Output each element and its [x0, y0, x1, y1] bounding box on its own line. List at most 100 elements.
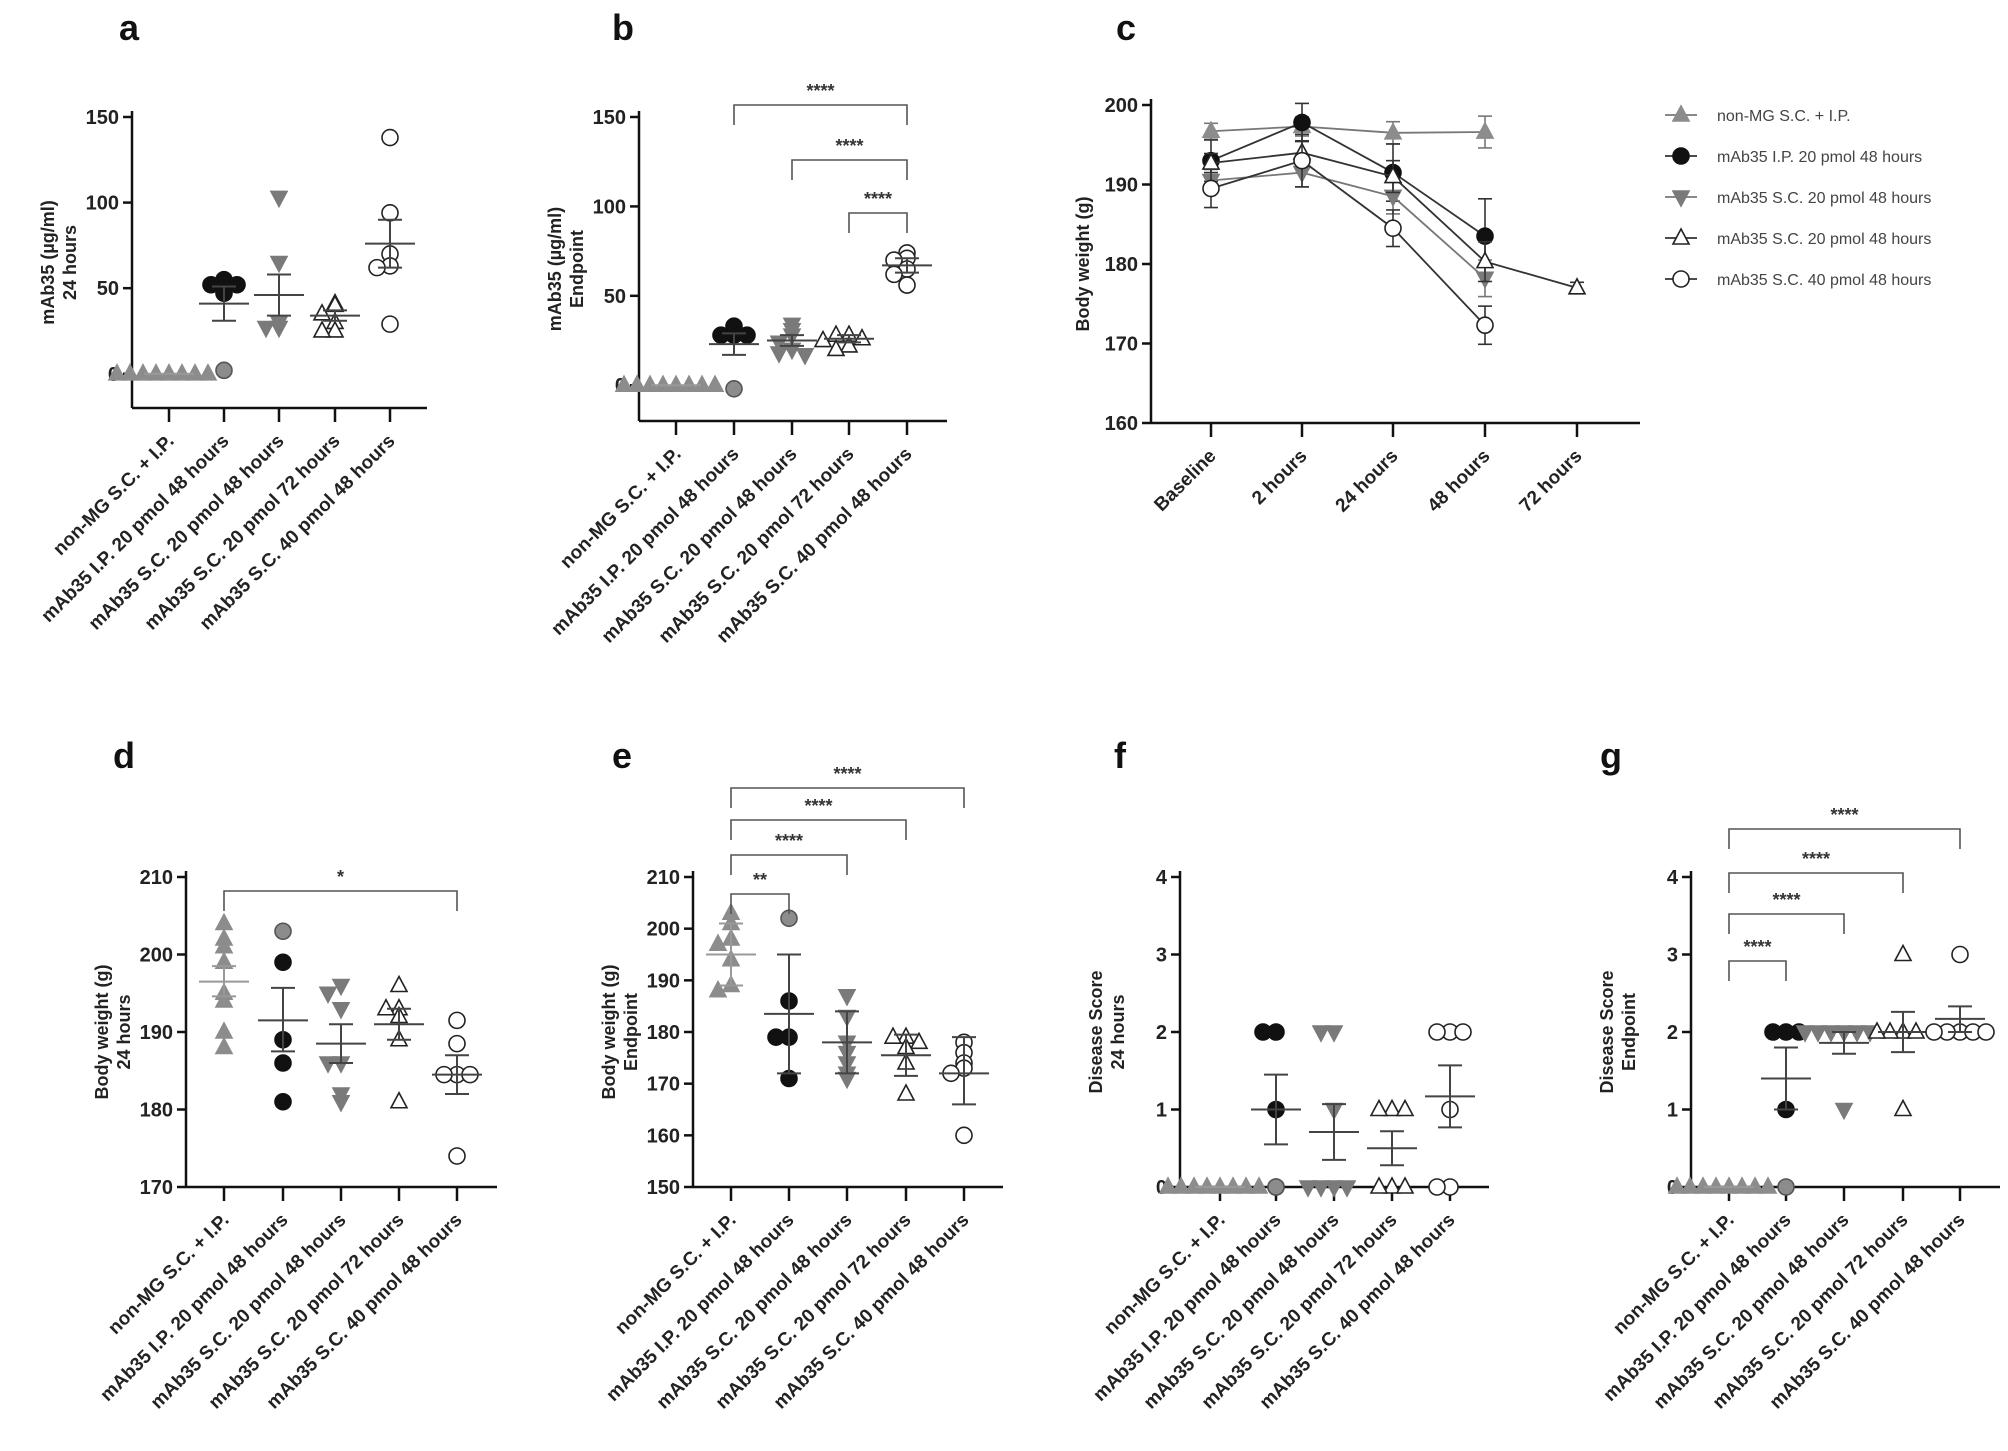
data-point [1311, 1180, 1331, 1198]
y-tick-label: 2 [1156, 1022, 1167, 1044]
data-point [269, 255, 289, 274]
data-point [120, 363, 140, 381]
data-point [1383, 165, 1403, 184]
data-point [1880, 1021, 1900, 1039]
legend-label: mAb35 S.C. 40 pmol 48 hours [1717, 272, 1931, 289]
x-tick-label: Baseline [1150, 446, 1220, 516]
significance-label: **** [775, 831, 803, 851]
legend-label: mAb35 S.C. 20 pmol 48 hours [1717, 190, 1931, 207]
significance-bracket [730, 893, 790, 914]
panel-letter: a [119, 7, 140, 48]
data-point [1893, 1098, 1913, 1117]
data-point [1210, 1176, 1230, 1194]
data-point [269, 190, 289, 209]
data-point [274, 1054, 292, 1072]
y-tick-label: 150 [647, 1177, 680, 1199]
y-axis-label: Disease Score [1086, 970, 1106, 1093]
y-axis-label: Body weight (g) [1073, 197, 1093, 332]
y-axis-label: Endpoint [621, 993, 641, 1071]
data-point [1223, 1176, 1243, 1194]
data-point [1382, 1098, 1402, 1117]
data-point [1834, 1102, 1854, 1121]
data-point [679, 374, 699, 393]
y-tick-label: 180 [1105, 254, 1138, 276]
data-point [312, 320, 332, 338]
data-point [725, 380, 743, 398]
data-point [627, 374, 647, 393]
y-tick-label: 4 [1667, 867, 1679, 889]
data-point [1567, 277, 1587, 295]
data-point [146, 363, 166, 381]
y-tick-label: 200 [140, 945, 173, 967]
data-point [214, 1021, 234, 1039]
significance-bracket [730, 819, 907, 840]
data-point [1395, 1176, 1415, 1194]
legend-item: non-MG S.C. + I.P. [1665, 104, 1851, 125]
data-point [1337, 1180, 1357, 1198]
data-point [1719, 1176, 1739, 1194]
data-point [448, 1034, 466, 1053]
data-point [1847, 1025, 1867, 1043]
data-point [1324, 1025, 1344, 1043]
panel-letter: d [113, 735, 135, 776]
y-axis-label: Body weight (g) [599, 965, 619, 1100]
data-point [708, 979, 728, 998]
data-point [1745, 1176, 1765, 1194]
legend-label: mAb35 S.C. 20 pmol 48 hours [1717, 231, 1931, 248]
data-point [381, 204, 399, 222]
series-line [1210, 125, 1486, 134]
data-point [769, 346, 789, 364]
data-point [1680, 1176, 1700, 1194]
data-point [381, 315, 399, 333]
data-point [1369, 1176, 1389, 1194]
data-point [1293, 151, 1311, 170]
data-point [198, 363, 218, 381]
x-tick-label: mAb35 S.C. 20 pmol 48 hours [85, 431, 289, 635]
data-point [1764, 1023, 1782, 1041]
data-point [909, 1031, 929, 1050]
data-point [640, 374, 660, 393]
y-axis-label: Endpoint [1619, 993, 1639, 1071]
data-point [1171, 1176, 1191, 1194]
data-point [955, 1126, 973, 1145]
data-point [1475, 121, 1495, 139]
legend-item: mAb35 S.C. 40 pmol 48 hours [1665, 270, 1931, 289]
data-point [214, 912, 234, 931]
data-point [1732, 1176, 1752, 1194]
significance-label: **** [864, 189, 892, 209]
data-point [885, 265, 903, 284]
y-axis-label: Endpoint [567, 230, 587, 308]
data-point [1476, 316, 1494, 335]
data-point [653, 374, 673, 393]
data-point [1475, 250, 1495, 269]
significance-bracket [730, 787, 965, 808]
data-point [666, 374, 686, 393]
x-tick-label: mAb35 S.C. 40 pmol 48 hours [196, 431, 400, 635]
significance-label: **** [1743, 937, 1771, 957]
data-point [1249, 1176, 1269, 1194]
data-point [1324, 1180, 1344, 1198]
series-line [1210, 159, 1486, 326]
data-point [1758, 1176, 1778, 1194]
series-line [1210, 121, 1486, 237]
data-point [1202, 179, 1220, 198]
panel-letter: f [1114, 735, 1127, 776]
data-point [1867, 1021, 1887, 1039]
significance-label: ** [753, 870, 767, 890]
data-point [1382, 1176, 1402, 1194]
data-point [1184, 1176, 1204, 1194]
data-point [839, 335, 859, 353]
data-point [1369, 1098, 1389, 1117]
data-point [1671, 104, 1691, 122]
data-point [795, 348, 815, 366]
data-point [1706, 1176, 1726, 1194]
data-point [1777, 1178, 1795, 1196]
data-point [389, 1091, 409, 1109]
y-tick-label: 2 [1667, 1022, 1678, 1044]
data-point [274, 953, 292, 972]
y-tick-label: 100 [593, 196, 626, 218]
data-point [1201, 120, 1221, 139]
data-point [1693, 1176, 1713, 1194]
legend-item: mAb35 I.P. 20 pmol 48 hours [1665, 147, 1922, 166]
